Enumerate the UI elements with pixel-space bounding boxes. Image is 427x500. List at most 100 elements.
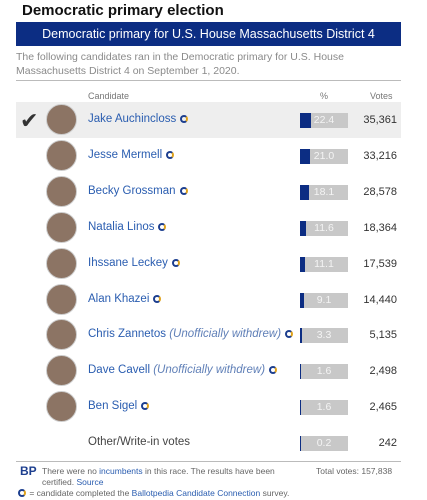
connection-icon bbox=[285, 330, 294, 339]
bar-track: 1.6 bbox=[300, 400, 348, 416]
bar bbox=[300, 256, 306, 272]
banner: Democratic primary for U.S. House Massac… bbox=[16, 22, 401, 46]
candidate-name: Ihssane Leckey bbox=[88, 257, 180, 269]
title: Democratic primary election bbox=[22, 2, 224, 19]
result-row: ✔ Jake Auchincloss 22.4 35,361 bbox=[16, 102, 401, 138]
note: (Unofficially withdrew) bbox=[169, 328, 282, 341]
candidate-name: Alan Khazei bbox=[88, 292, 162, 305]
bar bbox=[300, 148, 311, 164]
candidate-link[interactable]: Natalia Linos bbox=[88, 220, 155, 233]
bar bbox=[300, 328, 302, 344]
candidate-photo bbox=[46, 283, 77, 315]
bar-track: 0.2 bbox=[300, 436, 348, 452]
link[interactable]: incumbents bbox=[99, 466, 143, 476]
votes: 18,364 bbox=[363, 221, 397, 234]
label: Other/Write-in votes bbox=[88, 436, 191, 449]
votes: 17,539 bbox=[363, 257, 397, 270]
percent-label: 3.3 bbox=[316, 329, 332, 342]
percent-label: 9.1 bbox=[316, 293, 332, 306]
candidate-photo bbox=[46, 175, 77, 207]
bar-track: 21.0 bbox=[300, 148, 348, 164]
result-row: Becky Grossman 18.1 28,578 bbox=[16, 174, 401, 210]
votes: 14,440 bbox=[363, 293, 397, 306]
candidate-link[interactable]: Jake Auchincloss bbox=[88, 113, 177, 125]
votes: 2,465 bbox=[369, 401, 397, 414]
bar-track: 3.3 bbox=[300, 328, 348, 344]
text: survey. bbox=[260, 488, 290, 498]
divider bbox=[16, 80, 401, 81]
candidate-name: Ben Sigel bbox=[88, 400, 150, 413]
bar-track: 9.1 bbox=[300, 292, 348, 308]
bar-track: 22.4 bbox=[300, 113, 348, 128]
connection-icon bbox=[166, 150, 175, 159]
percent-label: 22.4 bbox=[313, 114, 335, 126]
result-row: Chris Zannetos (Unofficially withdrew) 3.… bbox=[16, 317, 401, 353]
bar bbox=[300, 184, 309, 200]
candidate-name: Other/Write-in votes bbox=[88, 436, 190, 448]
connection-icon bbox=[171, 258, 180, 267]
link[interactable]: Ballotpedia Candidate Connection bbox=[131, 488, 261, 498]
votes: 2,498 bbox=[369, 365, 397, 378]
candidate-link[interactable]: Alan Khazei bbox=[88, 292, 150, 305]
candidate-photo bbox=[46, 247, 77, 279]
bar-track: 11.6 bbox=[300, 220, 348, 236]
bar bbox=[300, 364, 301, 380]
total-votes: Total votes: 157,838 bbox=[316, 466, 393, 476]
column-header: Candidate bbox=[88, 91, 130, 101]
result-row: Ben Sigel 1.6 2,465 bbox=[16, 389, 401, 425]
votes: 33,216 bbox=[363, 149, 397, 162]
bar-track: 11.1 bbox=[300, 256, 348, 272]
result-row: Alan Khazei 9.1 14,440 bbox=[16, 282, 401, 318]
column-header: Votes bbox=[370, 91, 393, 101]
candidate-link[interactable]: Chris Zannetos bbox=[88, 328, 166, 341]
candidate-photo bbox=[46, 211, 77, 243]
connection-icon bbox=[158, 222, 167, 231]
candidate-name: Chris Zannetos (Unofficially withdrew) bbox=[88, 328, 294, 341]
bar bbox=[300, 400, 301, 416]
connection-icon bbox=[141, 402, 150, 411]
bar bbox=[300, 220, 306, 236]
percent-label: 1.6 bbox=[316, 401, 332, 414]
candidate-name: Natalia Linos bbox=[88, 220, 167, 233]
link[interactable]: Source bbox=[76, 477, 104, 487]
bar bbox=[300, 292, 305, 308]
percent-label: 21.0 bbox=[313, 149, 335, 162]
percent-label: 1.6 bbox=[316, 365, 332, 378]
candidate-photo bbox=[46, 104, 77, 135]
connection-icon bbox=[153, 294, 162, 303]
bar-track: 18.1 bbox=[300, 184, 348, 200]
connection-icon bbox=[179, 186, 188, 195]
divider bbox=[16, 461, 401, 462]
result-row: Natalia Linos 11.6 18,364 bbox=[16, 210, 401, 246]
text: There were no bbox=[42, 466, 100, 476]
votes: 242 bbox=[378, 437, 397, 450]
candidate-link[interactable]: Ben Sigel bbox=[88, 400, 138, 413]
text: = candidate completed the bbox=[27, 488, 132, 498]
text: in this race. The results have been cert… bbox=[42, 466, 275, 487]
candidate-name: Jake Auchincloss bbox=[88, 113, 189, 125]
candidate-name: Jesse Mermell bbox=[88, 148, 175, 161]
percent-label: 18.1 bbox=[313, 185, 335, 198]
footer-note: There were no incumbents in this race. T… bbox=[42, 466, 292, 488]
icon bbox=[18, 489, 26, 497]
percent-label: 11.6 bbox=[314, 221, 334, 234]
candidate-name: Becky Grossman bbox=[88, 185, 188, 197]
result-row: Ihssane Leckey 11.1 17,539 bbox=[16, 246, 401, 282]
note: (Unofficially withdrew) bbox=[153, 364, 266, 377]
bar-track: 1.6 bbox=[300, 364, 348, 380]
percent-label: 0.2 bbox=[316, 437, 332, 450]
footer-legend: = candidate completed the Ballotpedia Ca… bbox=[18, 488, 289, 498]
percent-label: 11.1 bbox=[314, 257, 334, 270]
candidate-link[interactable]: Ihssane Leckey bbox=[88, 256, 168, 269]
candidate-photo bbox=[46, 355, 77, 387]
candidate-link[interactable]: Becky Grossman bbox=[88, 184, 176, 197]
candidate-name: Dave Cavell (Unofficially withdrew) bbox=[88, 364, 278, 377]
candidate-link[interactable]: Dave Cavell bbox=[88, 364, 150, 377]
candidate-link[interactable]: Jesse Mermell bbox=[88, 148, 163, 161]
votes: 5,135 bbox=[369, 329, 397, 342]
votes: 28,578 bbox=[363, 185, 397, 198]
result-row: Dave Cavell (Unofficially withdrew) 1.6 2,… bbox=[16, 353, 401, 389]
description: The following candidates ran in the Demo… bbox=[16, 51, 344, 77]
result-row: Other/Write-in votes 0.2 242 bbox=[16, 425, 401, 461]
